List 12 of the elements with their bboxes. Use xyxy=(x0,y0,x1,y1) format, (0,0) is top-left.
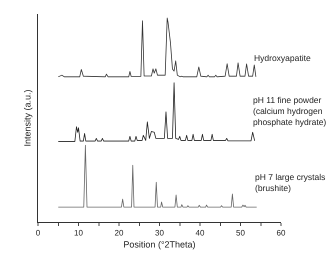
series-label: pH 11 fine powder (calcium hydrogen phosphate hydrate) xyxy=(253,95,326,128)
x-tick-label: 40 xyxy=(196,228,205,238)
x-axis-title: Position (°2Theta) xyxy=(123,239,196,250)
x-tick-label: 10 xyxy=(74,228,84,238)
x-tick-label: 0 xyxy=(36,228,41,238)
x-tick-label: 60 xyxy=(276,228,286,238)
series-label: pH 7 large crystals (brushite) xyxy=(255,172,326,194)
series-label: Hydroxyapatite xyxy=(254,53,311,63)
x-tick-label: 30 xyxy=(155,228,164,238)
x-tick-label: 50 xyxy=(236,228,246,238)
x-tick-label: 20 xyxy=(114,228,124,238)
y-axis-title: Intensity (a.u.) xyxy=(22,89,32,147)
